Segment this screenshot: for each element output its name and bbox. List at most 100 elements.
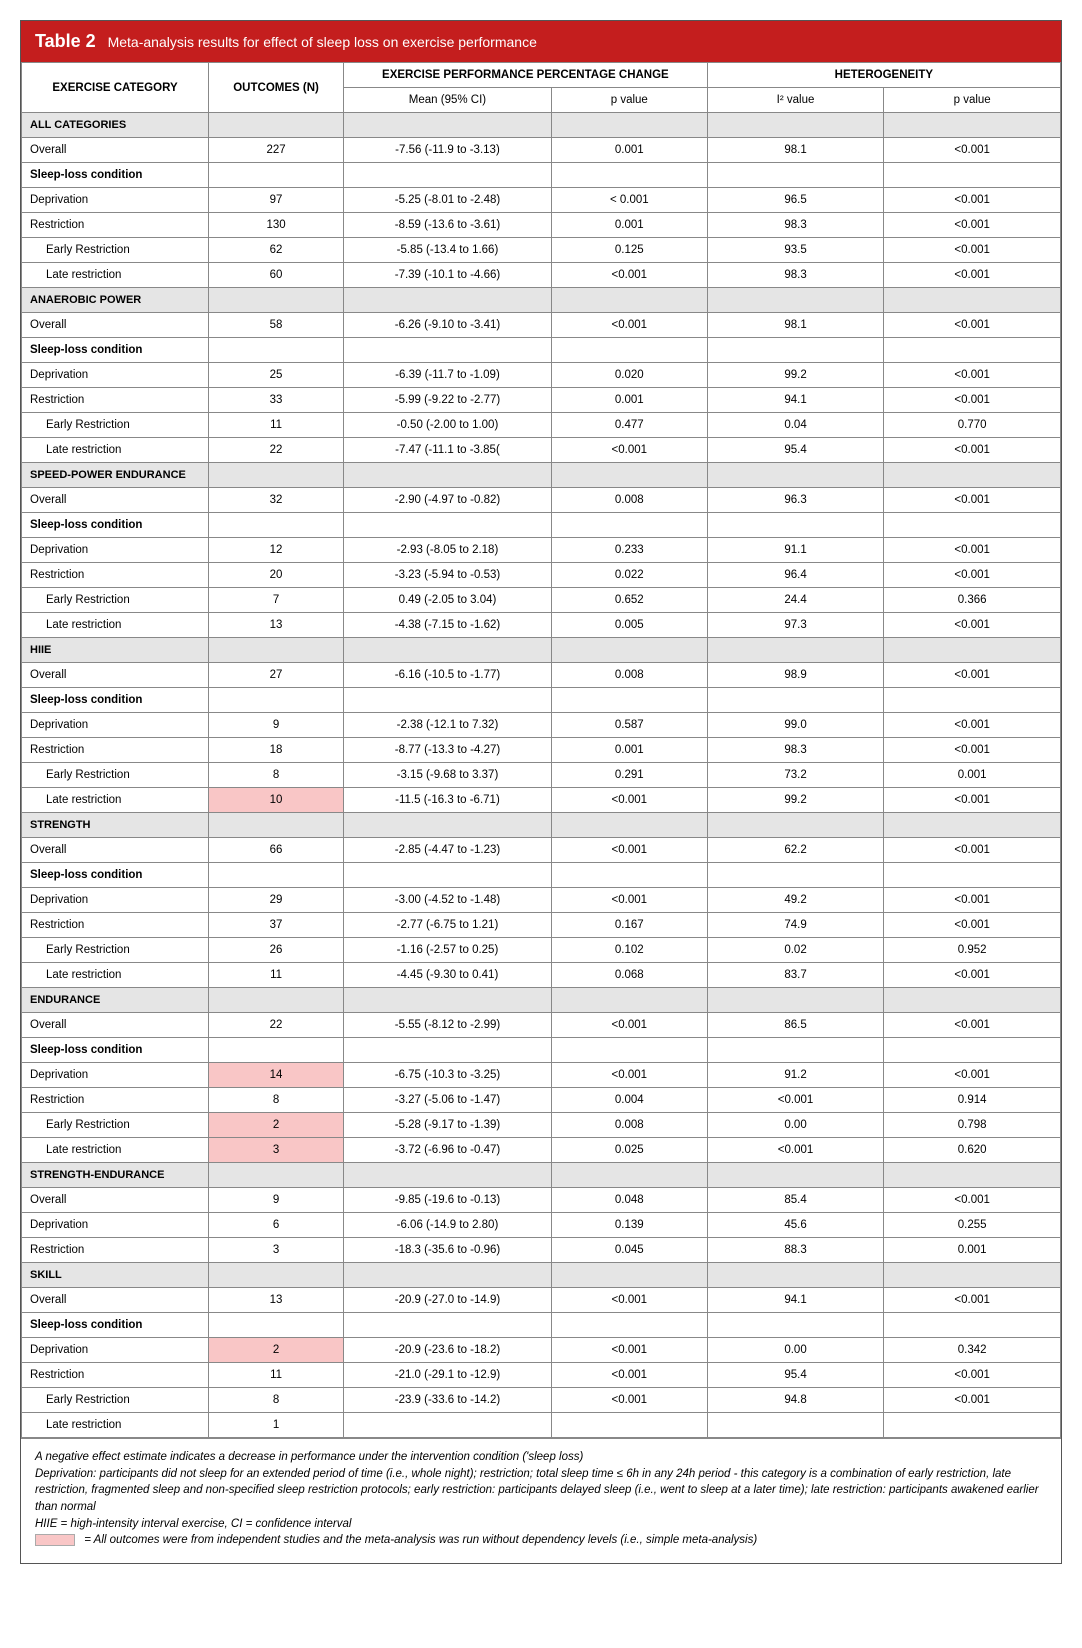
row-label: Late restriction: [22, 788, 209, 813]
row-label: Deprivation: [22, 538, 209, 563]
section-cell: [707, 813, 884, 838]
cell-n: 2: [209, 1338, 344, 1363]
cell-p: 0.587: [551, 713, 707, 738]
section-cell: [344, 638, 552, 663]
table-row: Deprivation29-3.00 (-4.52 to -1.48)<0.00…: [22, 888, 1061, 913]
section-cell: [209, 1263, 344, 1288]
cell-n: 22: [209, 1013, 344, 1038]
cell-i2: 93.5: [707, 238, 884, 263]
cell-n: 26: [209, 938, 344, 963]
empty-cell: [551, 1313, 707, 1338]
subhead-i2: I² value: [707, 88, 884, 113]
cell-p2: <0.001: [884, 488, 1061, 513]
table-row: Early Restriction11-0.50 (-2.00 to 1.00)…: [22, 413, 1061, 438]
section-label: STRENGTH: [22, 813, 209, 838]
cell-mean: -5.99 (-9.22 to -2.77): [344, 388, 552, 413]
section-cell: [209, 988, 344, 1013]
cell-n: 2: [209, 1113, 344, 1138]
row-label: Sleep-loss condition: [22, 338, 209, 363]
cell-p2: <0.001: [884, 1363, 1061, 1388]
empty-cell: [209, 513, 344, 538]
table-row: Overall27-6.16 (-10.5 to -1.77)0.00898.9…: [22, 663, 1061, 688]
table-row: STRENGTH-ENDURANCE: [22, 1163, 1061, 1188]
empty-cell: [209, 688, 344, 713]
table-row: Deprivation97-5.25 (-8.01 to -2.48)< 0.0…: [22, 188, 1061, 213]
cell-p: 0.652: [551, 588, 707, 613]
row-label: Overall: [22, 1188, 209, 1213]
cell-i2: 62.2: [707, 838, 884, 863]
row-label: Overall: [22, 663, 209, 688]
cell-i2: 91.2: [707, 1063, 884, 1088]
footnotes: A negative effect estimate indicates a d…: [21, 1438, 1061, 1563]
section-cell: [209, 638, 344, 663]
cell-mean: -2.77 (-6.75 to 1.21): [344, 913, 552, 938]
cell-i2: 98.1: [707, 138, 884, 163]
table-title: Meta-analysis results for effect of slee…: [108, 34, 537, 50]
table-row: Sleep-loss condition: [22, 688, 1061, 713]
cell-n: 11: [209, 413, 344, 438]
cell-mean: -8.59 (-13.6 to -3.61): [344, 213, 552, 238]
meta-analysis-table: EXERCISE CATEGORY OUTCOMES (N) EXERCISE …: [21, 62, 1061, 1438]
cell-mean: -2.85 (-4.47 to -1.23): [344, 838, 552, 863]
row-label: Early Restriction: [22, 1388, 209, 1413]
cell-p2: <0.001: [884, 738, 1061, 763]
table-row: Deprivation25-6.39 (-11.7 to -1.09)0.020…: [22, 363, 1061, 388]
cell-p: 0.001: [551, 388, 707, 413]
cell-p: 0.004: [551, 1088, 707, 1113]
table-row: Overall66-2.85 (-4.47 to -1.23)<0.00162.…: [22, 838, 1061, 863]
cell-mean: -18.3 (-35.6 to -0.96): [344, 1238, 552, 1263]
cell-i2: 96.4: [707, 563, 884, 588]
cell-mean: -3.72 (-6.96 to -0.47): [344, 1138, 552, 1163]
cell-mean: -20.9 (-27.0 to -14.9): [344, 1288, 552, 1313]
header-row-1: EXERCISE CATEGORY OUTCOMES (N) EXERCISE …: [22, 63, 1061, 88]
table-row: Deprivation12-2.93 (-8.05 to 2.18)0.2339…: [22, 538, 1061, 563]
cell-p2: 0.952: [884, 938, 1061, 963]
section-cell: [344, 1263, 552, 1288]
empty-cell: [551, 688, 707, 713]
row-label: Restriction: [22, 738, 209, 763]
cell-p: 0.001: [551, 738, 707, 763]
cell-mean: -7.56 (-11.9 to -3.13): [344, 138, 552, 163]
table-row: ANAEROBIC POWER: [22, 288, 1061, 313]
cell-mean: -4.38 (-7.15 to -1.62): [344, 613, 552, 638]
cell-p: 0.022: [551, 563, 707, 588]
cell-p: 0.008: [551, 663, 707, 688]
empty-cell: [884, 1038, 1061, 1063]
cell-p2: <0.001: [884, 913, 1061, 938]
section-label: ENDURANCE: [22, 988, 209, 1013]
cell-i2: 85.4: [707, 1188, 884, 1213]
section-cell: [884, 1163, 1061, 1188]
table-row: Late restriction22-7.47 (-11.1 to -3.85(…: [22, 438, 1061, 463]
cell-p2: <0.001: [884, 388, 1061, 413]
cell-n: 3: [209, 1238, 344, 1263]
cell-p2: <0.001: [884, 263, 1061, 288]
row-label: Sleep-loss condition: [22, 1038, 209, 1063]
table-row: Restriction11-21.0 (-29.1 to -12.9)<0.00…: [22, 1363, 1061, 1388]
empty-cell: [707, 1313, 884, 1338]
section-cell: [884, 1263, 1061, 1288]
cell-p2: [884, 1413, 1061, 1438]
cell-p2: <0.001: [884, 313, 1061, 338]
cell-i2: 98.3: [707, 263, 884, 288]
cell-p2: 0.001: [884, 763, 1061, 788]
cell-p: 0.008: [551, 488, 707, 513]
table-row: Late restriction11-4.45 (-9.30 to 0.41)0…: [22, 963, 1061, 988]
cell-n: 8: [209, 763, 344, 788]
cell-mean: -6.75 (-10.3 to -3.25): [344, 1063, 552, 1088]
table-row: ENDURANCE: [22, 988, 1061, 1013]
cell-i2: 98.3: [707, 738, 884, 763]
section-cell: [551, 988, 707, 1013]
cell-mean: -21.0 (-29.1 to -12.9): [344, 1363, 552, 1388]
cell-i2: 24.4: [707, 588, 884, 613]
row-label: Overall: [22, 313, 209, 338]
cell-p2: <0.001: [884, 1063, 1061, 1088]
cell-p: 0.025: [551, 1138, 707, 1163]
row-label: Early Restriction: [22, 588, 209, 613]
cell-mean: -5.55 (-8.12 to -2.99): [344, 1013, 552, 1038]
cell-n: 62: [209, 238, 344, 263]
row-label: Restriction: [22, 913, 209, 938]
cell-p: 0.048: [551, 1188, 707, 1213]
table-row: STRENGTH: [22, 813, 1061, 838]
table-row: Sleep-loss condition: [22, 1038, 1061, 1063]
row-label: Late restriction: [22, 438, 209, 463]
